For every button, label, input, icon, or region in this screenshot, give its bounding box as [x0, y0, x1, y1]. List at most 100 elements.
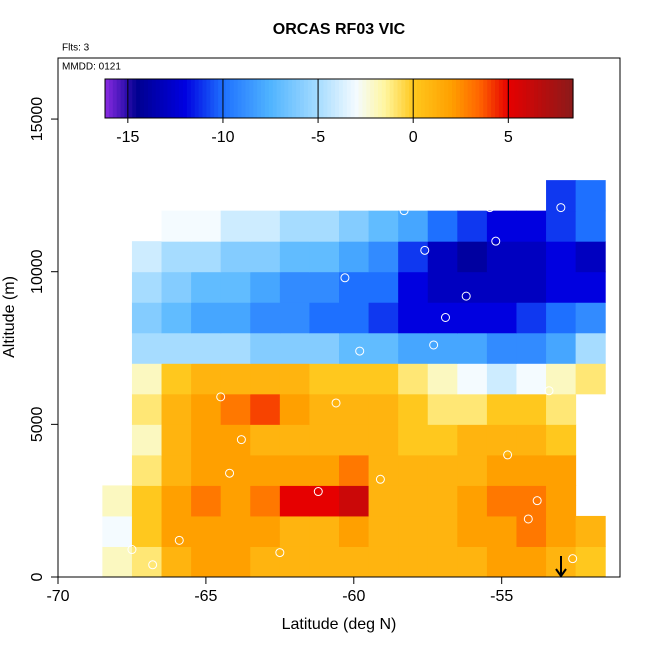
cell [191, 241, 222, 273]
cell [161, 393, 192, 425]
cell [398, 454, 429, 486]
colorbar-swatch [268, 79, 274, 118]
sample-point [503, 450, 513, 460]
colorbar-swatch [510, 79, 516, 118]
colorbar-swatch [214, 79, 219, 118]
cell [575, 271, 606, 303]
cell [368, 271, 399, 303]
cell [279, 210, 310, 242]
colorbar-swatch [261, 79, 266, 118]
cell [250, 363, 281, 395]
colorbar-tick-label: 0 [409, 129, 418, 146]
cell [457, 393, 488, 425]
cell [427, 241, 458, 273]
cell [457, 546, 488, 578]
colorbar-swatch [417, 79, 422, 118]
cell [368, 363, 399, 395]
colorbar-swatch [346, 79, 352, 118]
cell [309, 454, 340, 486]
cell [220, 332, 251, 364]
sample-point [313, 487, 323, 497]
cell [427, 454, 458, 486]
cell [575, 546, 606, 578]
cell [161, 210, 192, 242]
cell [161, 515, 192, 547]
cell [161, 302, 192, 334]
cell [457, 363, 488, 395]
cell [309, 363, 340, 395]
colorbar-swatch [225, 79, 231, 118]
cell [131, 515, 163, 547]
cell [457, 515, 488, 547]
cell [486, 424, 517, 456]
cell [368, 393, 399, 425]
cell [546, 393, 577, 425]
cell [191, 302, 222, 334]
colorbar-swatch [229, 79, 235, 118]
colorbar-frame [104, 78, 574, 119]
colorbar-swatch [323, 79, 328, 118]
colorbar-swatch [245, 79, 250, 118]
sample-point [331, 398, 341, 408]
colorbar-swatch [222, 79, 227, 118]
cell [457, 424, 488, 456]
cell [220, 424, 251, 456]
cell [161, 424, 192, 456]
cell [220, 271, 251, 303]
colorbar-swatch [307, 79, 313, 118]
colorbar-tick-label: -10 [211, 129, 234, 146]
colorbar-swatch [350, 79, 356, 118]
arrow [555, 556, 567, 578]
colorbar-swatch [463, 79, 469, 118]
colorbar-swatch [272, 79, 278, 118]
cell [339, 546, 370, 578]
cell [309, 546, 340, 578]
colorbar-swatch [128, 79, 133, 118]
cell [516, 241, 547, 273]
colorbar-swatch [194, 79, 200, 118]
colorbar-swatch [553, 79, 558, 118]
x-tick-label: -65 [194, 588, 217, 605]
colorbar-swatch [108, 79, 114, 118]
colorbar-swatch [249, 79, 254, 118]
cell [516, 393, 547, 425]
colorbar: -15 -10 -5 0 5 [104, 78, 574, 146]
sample-point [174, 535, 184, 545]
cell [398, 515, 429, 547]
cell [131, 363, 163, 395]
cell [427, 271, 458, 303]
colorbar-swatch [381, 79, 387, 118]
colorbar-swatch [257, 79, 262, 118]
plot-frame [57, 57, 621, 578]
cell [191, 393, 222, 425]
colorbar-swatch [151, 79, 157, 118]
cell [398, 210, 429, 242]
colorbar-swatch [448, 79, 453, 118]
colorbar-swatch [541, 79, 547, 118]
cell [161, 241, 192, 273]
cell [427, 393, 458, 425]
colorbar-swatch [495, 79, 500, 118]
colorbar-swatch [569, 79, 574, 118]
colorbar-swatch [112, 79, 118, 118]
cell [279, 546, 310, 578]
cell [516, 363, 547, 395]
cell [161, 485, 192, 517]
colorbar-swatch [311, 79, 317, 118]
cell [516, 454, 547, 486]
cell [427, 546, 458, 578]
cell [131, 485, 163, 517]
colorbar-swatch [526, 79, 531, 118]
cell [191, 546, 222, 578]
colorbar-swatch [167, 79, 172, 118]
cell [250, 332, 281, 364]
cell [339, 302, 370, 334]
cell [427, 210, 458, 242]
cell [486, 515, 517, 547]
cell [339, 454, 370, 486]
cell [339, 424, 370, 456]
cell [131, 424, 163, 456]
cell [457, 485, 488, 517]
cell [131, 271, 163, 303]
